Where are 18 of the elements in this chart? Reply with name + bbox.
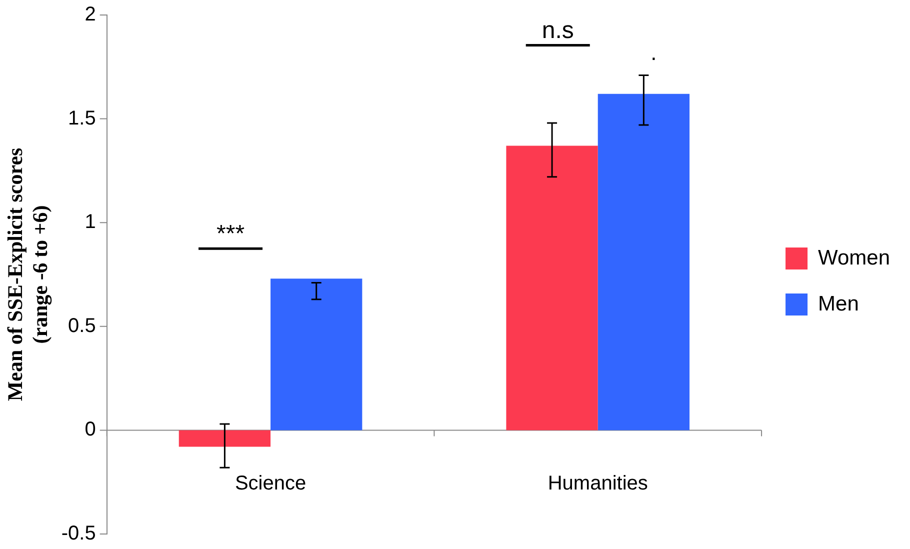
bar bbox=[270, 278, 362, 430]
bar bbox=[178, 430, 271, 447]
y-axis-title: Mean of SSE-Explicit scores (range -6 to +6) bbox=[3, 148, 52, 402]
bar bbox=[506, 146, 598, 430]
annotation: . bbox=[650, 40, 657, 66]
annotation: *** bbox=[216, 220, 245, 248]
bar bbox=[598, 94, 690, 430]
y-tick-label: -0.5 bbox=[61, 522, 96, 545]
legend-label: Men bbox=[818, 292, 859, 316]
legend-label: Women bbox=[818, 246, 890, 270]
annotation: n.s bbox=[542, 16, 574, 44]
x-tick-label: Science bbox=[234, 472, 306, 495]
y-tick-label: 0.5 bbox=[68, 314, 96, 337]
y-tick-label: 1 bbox=[84, 211, 96, 234]
y-tick-label: 0 bbox=[84, 418, 96, 441]
x-tick-label: Humanities bbox=[548, 472, 648, 495]
y-tick-label: 2 bbox=[84, 4, 96, 26]
y-tick-label: 1.5 bbox=[68, 107, 96, 130]
